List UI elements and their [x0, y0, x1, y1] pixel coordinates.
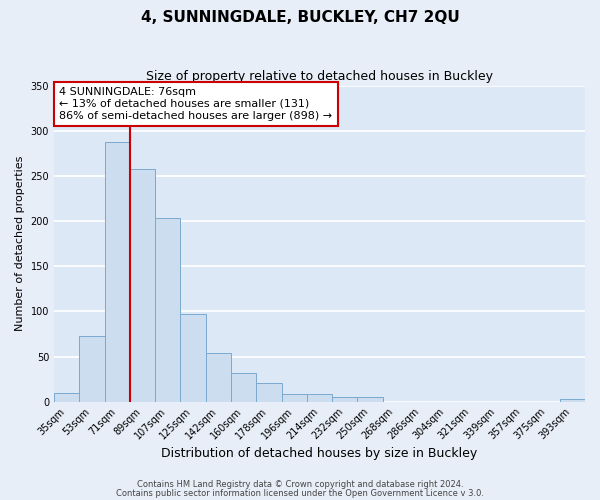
Bar: [256, 382, 281, 402]
Text: Contains public sector information licensed under the Open Government Licence v : Contains public sector information licen…: [116, 489, 484, 498]
Bar: [181, 314, 206, 402]
Bar: [332, 397, 358, 402]
Bar: [358, 397, 383, 402]
X-axis label: Distribution of detached houses by size in Buckley: Distribution of detached houses by size …: [161, 447, 478, 460]
Bar: [206, 353, 231, 402]
Bar: [130, 168, 155, 402]
Bar: [281, 394, 307, 402]
Bar: [307, 394, 332, 402]
Title: Size of property relative to detached houses in Buckley: Size of property relative to detached ho…: [146, 70, 493, 83]
Bar: [155, 218, 181, 402]
Text: 4 SUNNINGDALE: 76sqm
← 13% of detached houses are smaller (131)
86% of semi-deta: 4 SUNNINGDALE: 76sqm ← 13% of detached h…: [59, 88, 332, 120]
Bar: [231, 373, 256, 402]
Bar: [79, 336, 104, 402]
Bar: [560, 399, 585, 402]
Text: Contains HM Land Registry data © Crown copyright and database right 2024.: Contains HM Land Registry data © Crown c…: [137, 480, 463, 489]
Bar: [104, 142, 130, 402]
Text: 4, SUNNINGDALE, BUCKLEY, CH7 2QU: 4, SUNNINGDALE, BUCKLEY, CH7 2QU: [140, 10, 460, 25]
Bar: [54, 392, 79, 402]
Y-axis label: Number of detached properties: Number of detached properties: [15, 156, 25, 332]
